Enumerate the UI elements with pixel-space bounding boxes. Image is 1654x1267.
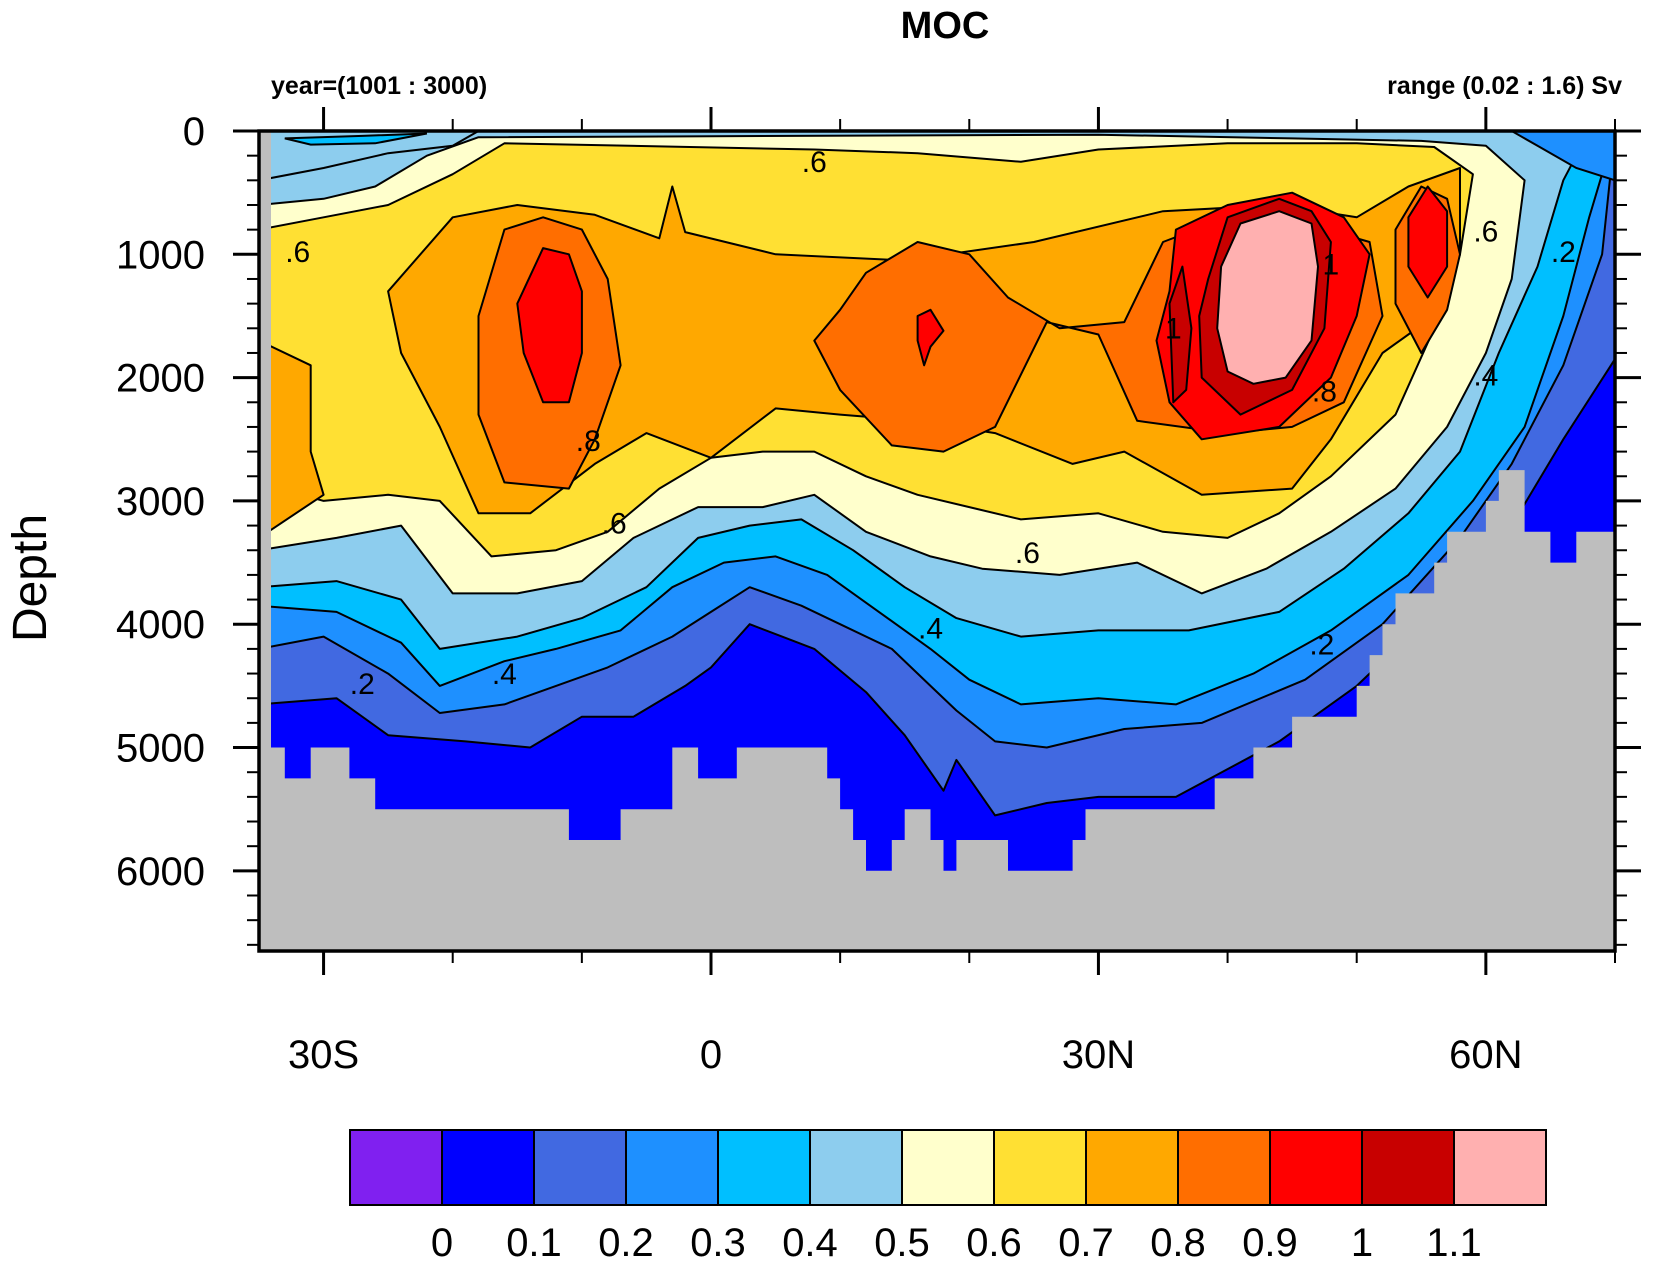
land-western-wall <box>259 131 271 748</box>
contour-label: .2 <box>1309 628 1334 661</box>
colorbar-swatch <box>625 1129 719 1206</box>
land-mask <box>259 131 1615 951</box>
x-tick-label: 30N <box>1062 1033 1135 1077</box>
colorbar-swatch <box>441 1129 535 1206</box>
x-tick-label: 0 <box>700 1033 722 1077</box>
contour-bands <box>259 131 1615 951</box>
contour-band-level-1.1 <box>1168 265 1193 404</box>
contour-band-level-1 <box>1407 185 1449 299</box>
land-bathymetry <box>259 470 1615 951</box>
colorbar-label: 0.2 <box>598 1221 654 1265</box>
colorbar-label: 1.1 <box>1426 1221 1482 1265</box>
colorbar-swatch <box>901 1129 995 1206</box>
contour-label: .6 <box>802 146 827 179</box>
contour-label: .2 <box>350 668 375 701</box>
y-tick-label: 5000 <box>116 727 205 771</box>
colorbar-label: 0.8 <box>1150 1221 1206 1265</box>
contour-label: .4 <box>918 612 943 645</box>
colorbar-swatch <box>1361 1129 1455 1206</box>
colorbar-swatch <box>717 1129 811 1206</box>
y-tick-label: 2000 <box>116 357 205 401</box>
colorbar-swatch <box>533 1129 627 1206</box>
colorbar-swatch <box>809 1129 903 1206</box>
colorbar-label: 0.4 <box>782 1221 838 1265</box>
contour-label: .6 <box>1473 215 1498 248</box>
y-tick-label: 0 <box>183 110 205 154</box>
contour-band-level-1 <box>916 308 945 367</box>
colorbar-label: 0.7 <box>1058 1221 1114 1265</box>
contour-label: 1 <box>1323 249 1340 282</box>
y-tick-label: 1000 <box>116 233 205 277</box>
contour-labels: .6 .6 .8 .6 .4 .2 .6 .4 1 1 .8 .2 .6 .4 .2 <box>285 146 1576 701</box>
colorbar: 0 0.1 0.2 0.3 0.4 0.5 0.6 0.7 0.8 0.9 1 1.1 <box>349 1129 1547 1265</box>
colorbar-label: 0.3 <box>690 1221 746 1265</box>
colorbar-label: 0.9 <box>1242 1221 1298 1265</box>
left-subtitle: year=(1001 : 3000) <box>271 72 487 100</box>
right-subtitle: range (0.02 : 1.6) Sv <box>1387 72 1622 100</box>
x-tick-label: 30S <box>288 1033 359 1077</box>
contour-band-level-1 <box>516 247 583 404</box>
contour-label: 1 <box>1165 313 1182 346</box>
colorbar-swatch <box>993 1129 1087 1206</box>
contour-label: .4 <box>492 658 517 691</box>
y-tick-label: 3000 <box>116 480 205 524</box>
colorbar-label: 0.5 <box>874 1221 930 1265</box>
colorbar-swatch <box>1177 1129 1271 1206</box>
contour-label: .6 <box>285 236 310 269</box>
y-tick-label: 4000 <box>116 603 205 647</box>
contour-label: .6 <box>602 508 627 541</box>
y-axis-label: Depth <box>4 514 57 642</box>
colorbar-label: 0.1 <box>506 1221 562 1265</box>
contour-label: .4 <box>1473 360 1498 393</box>
y-tick-label: 6000 <box>116 850 205 894</box>
contour-band-level-0.8 <box>259 339 325 539</box>
x-tick-label: 60N <box>1449 1033 1522 1077</box>
contour-label: .6 <box>1015 537 1040 570</box>
surface-band <box>1509 131 1615 182</box>
colorbar-swatch <box>349 1129 443 1206</box>
colorbar-swatch <box>1453 1129 1547 1206</box>
colorbar-swatch <box>1085 1129 1179 1206</box>
contour-band-level-1.1 <box>1216 210 1319 385</box>
contour-label: .8 <box>576 425 601 458</box>
surface-band <box>284 132 428 146</box>
plot-area <box>259 131 1615 951</box>
colorbar-label: 0 <box>431 1221 453 1265</box>
contour-label: .8 <box>1312 376 1337 409</box>
colorbar-label: 0.6 <box>966 1221 1022 1265</box>
axes: 30S 0 30N 60N 0 1000 2000 3000 4000 5000 6000 <box>116 107 1641 1077</box>
colorbar-swatch <box>1269 1129 1363 1206</box>
colorbar-label: 1 <box>1351 1221 1373 1265</box>
chart-title: MOC <box>901 5 990 47</box>
plot-frame <box>257 129 1617 953</box>
contour-label: .2 <box>1551 236 1576 269</box>
